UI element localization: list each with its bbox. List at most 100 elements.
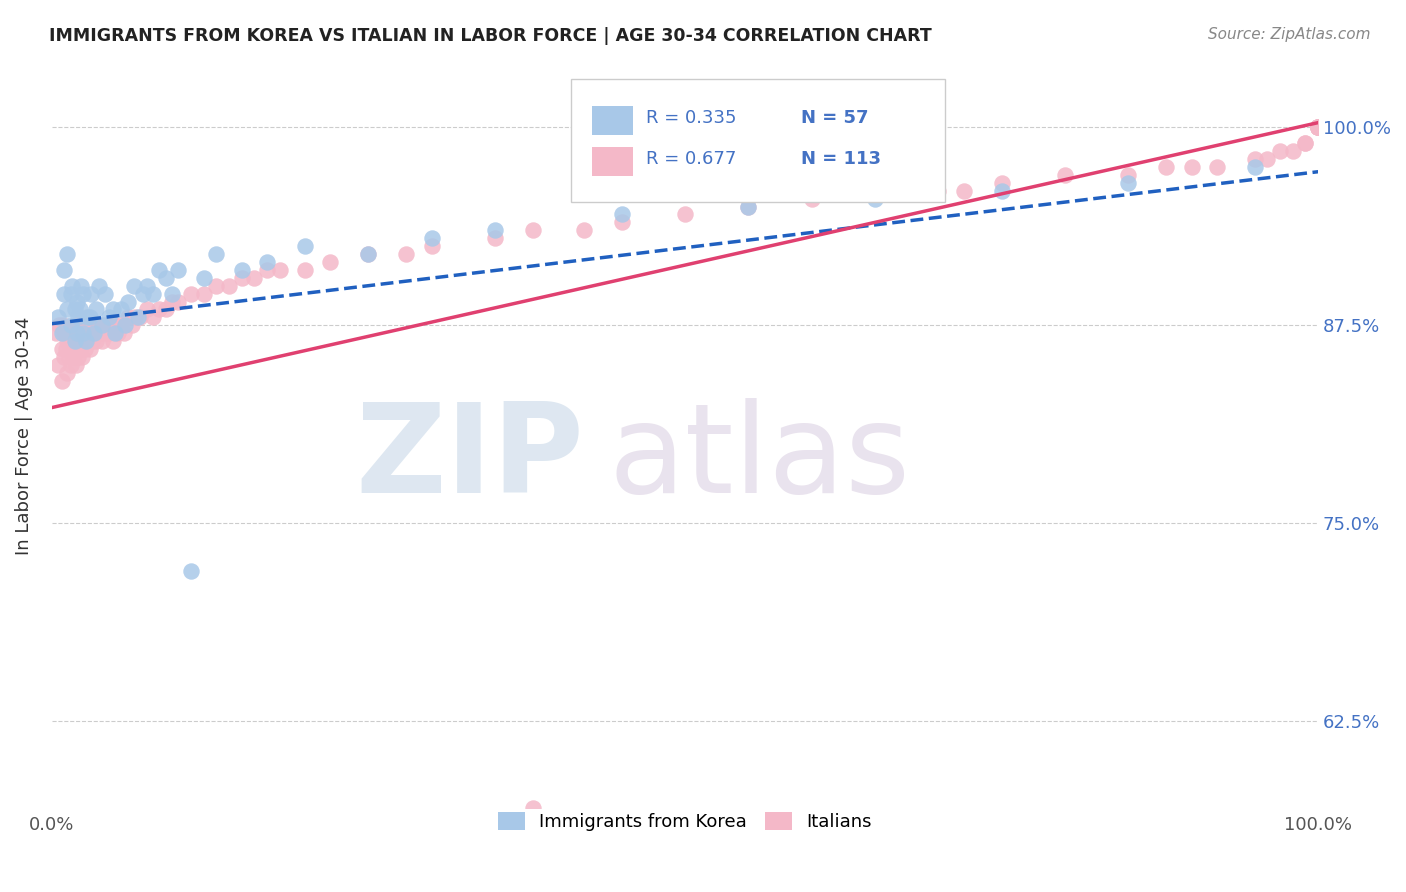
Point <box>155 270 177 285</box>
Point <box>59 286 82 301</box>
Text: IMMIGRANTS FROM KOREA VS ITALIAN IN LABOR FORCE | AGE 30-34 CORRELATION CHART: IMMIGRANTS FROM KOREA VS ITALIAN IN LABO… <box>49 27 932 45</box>
Point <box>572 223 595 237</box>
Text: N = 57: N = 57 <box>801 110 869 128</box>
Point <box>148 302 170 317</box>
Point <box>167 263 190 277</box>
Point <box>990 176 1012 190</box>
Point <box>58 350 80 364</box>
Point <box>117 294 139 309</box>
Point <box>56 366 79 380</box>
Point <box>484 231 506 245</box>
Point <box>62 350 84 364</box>
Point <box>142 310 165 325</box>
Point <box>1308 120 1330 135</box>
Point <box>1308 120 1330 135</box>
Point <box>737 200 759 214</box>
Point <box>1256 152 1278 166</box>
Point <box>60 278 83 293</box>
Point <box>53 263 76 277</box>
Point <box>104 318 127 333</box>
Point <box>610 207 633 221</box>
Point <box>66 294 89 309</box>
Point <box>395 247 418 261</box>
Point <box>60 342 83 356</box>
Point <box>63 302 86 317</box>
Point <box>148 263 170 277</box>
Point <box>80 326 103 341</box>
Point <box>256 255 278 269</box>
Point <box>70 350 93 364</box>
Point <box>269 263 291 277</box>
Point <box>73 342 96 356</box>
Point <box>122 278 145 293</box>
Point <box>82 334 104 348</box>
Point <box>83 318 105 333</box>
Point <box>80 286 103 301</box>
Point <box>231 263 253 277</box>
Point <box>673 207 696 221</box>
Point <box>420 231 443 245</box>
Point <box>167 294 190 309</box>
Point <box>66 318 89 333</box>
Point <box>87 278 110 293</box>
Point <box>110 318 132 333</box>
Point <box>75 326 97 341</box>
Point <box>53 350 76 364</box>
Point <box>83 326 105 341</box>
Point <box>59 358 82 372</box>
Point <box>51 342 73 356</box>
Point <box>110 302 132 317</box>
Point <box>205 278 228 293</box>
Point <box>79 310 101 325</box>
Point <box>48 318 70 333</box>
Point <box>53 286 76 301</box>
Point <box>55 342 77 356</box>
Point <box>101 302 124 317</box>
Point <box>610 215 633 229</box>
Point <box>67 326 90 341</box>
Point <box>89 318 111 333</box>
Point <box>155 302 177 317</box>
Point <box>1308 120 1330 135</box>
Point <box>107 326 129 341</box>
Point <box>1295 136 1317 151</box>
Point <box>101 334 124 348</box>
Point <box>94 326 117 341</box>
Point <box>800 192 823 206</box>
Point <box>205 247 228 261</box>
Point <box>294 263 316 277</box>
Point <box>357 247 380 261</box>
Point <box>76 334 98 348</box>
Point <box>1116 176 1139 190</box>
Point <box>98 318 121 333</box>
Text: ZIP: ZIP <box>354 398 583 519</box>
Point <box>1205 160 1227 174</box>
Point <box>1308 120 1330 135</box>
Point <box>142 286 165 301</box>
Point <box>66 342 89 356</box>
Point <box>69 302 91 317</box>
Point <box>51 374 73 388</box>
Point <box>46 358 69 372</box>
Y-axis label: In Labor Force | Age 30-34: In Labor Force | Age 30-34 <box>15 317 32 556</box>
Point <box>58 326 80 341</box>
Point <box>522 801 544 815</box>
Point <box>79 342 101 356</box>
Text: atlas: atlas <box>609 398 911 519</box>
Point <box>124 310 146 325</box>
Point <box>1308 120 1330 135</box>
Point <box>97 310 120 325</box>
Point <box>135 278 157 293</box>
Point <box>59 318 82 333</box>
Point <box>91 318 114 333</box>
Point <box>76 310 98 325</box>
Point <box>863 192 886 206</box>
Point <box>1243 152 1265 166</box>
Point <box>1308 120 1330 135</box>
FancyBboxPatch shape <box>592 106 633 135</box>
Point <box>63 334 86 348</box>
Point <box>56 247 79 261</box>
FancyBboxPatch shape <box>571 78 945 202</box>
Point <box>420 239 443 253</box>
Point <box>56 302 79 317</box>
